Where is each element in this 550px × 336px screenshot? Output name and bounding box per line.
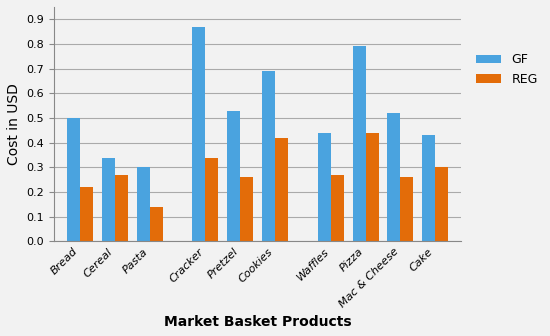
Bar (227, 111, 240, 242)
Bar (67, 118, 80, 242)
Bar (240, 177, 253, 242)
Bar (331, 175, 344, 242)
Y-axis label: Cost in USD: Cost in USD (7, 83, 21, 165)
Bar (435, 167, 448, 242)
Bar (400, 177, 414, 242)
Legend: GF, REG: GF, REG (471, 48, 543, 91)
Bar (115, 175, 128, 242)
Bar (136, 167, 150, 242)
Bar (387, 113, 400, 242)
Bar (275, 138, 288, 242)
Bar (262, 71, 275, 242)
Bar (80, 187, 93, 242)
Bar (102, 158, 115, 242)
Bar (318, 133, 331, 242)
Bar (150, 207, 163, 242)
Bar (422, 135, 435, 242)
Bar (353, 46, 366, 242)
Bar (192, 27, 205, 242)
Bar (205, 158, 218, 242)
X-axis label: Market Basket Products: Market Basket Products (164, 315, 351, 329)
Bar (366, 133, 378, 242)
